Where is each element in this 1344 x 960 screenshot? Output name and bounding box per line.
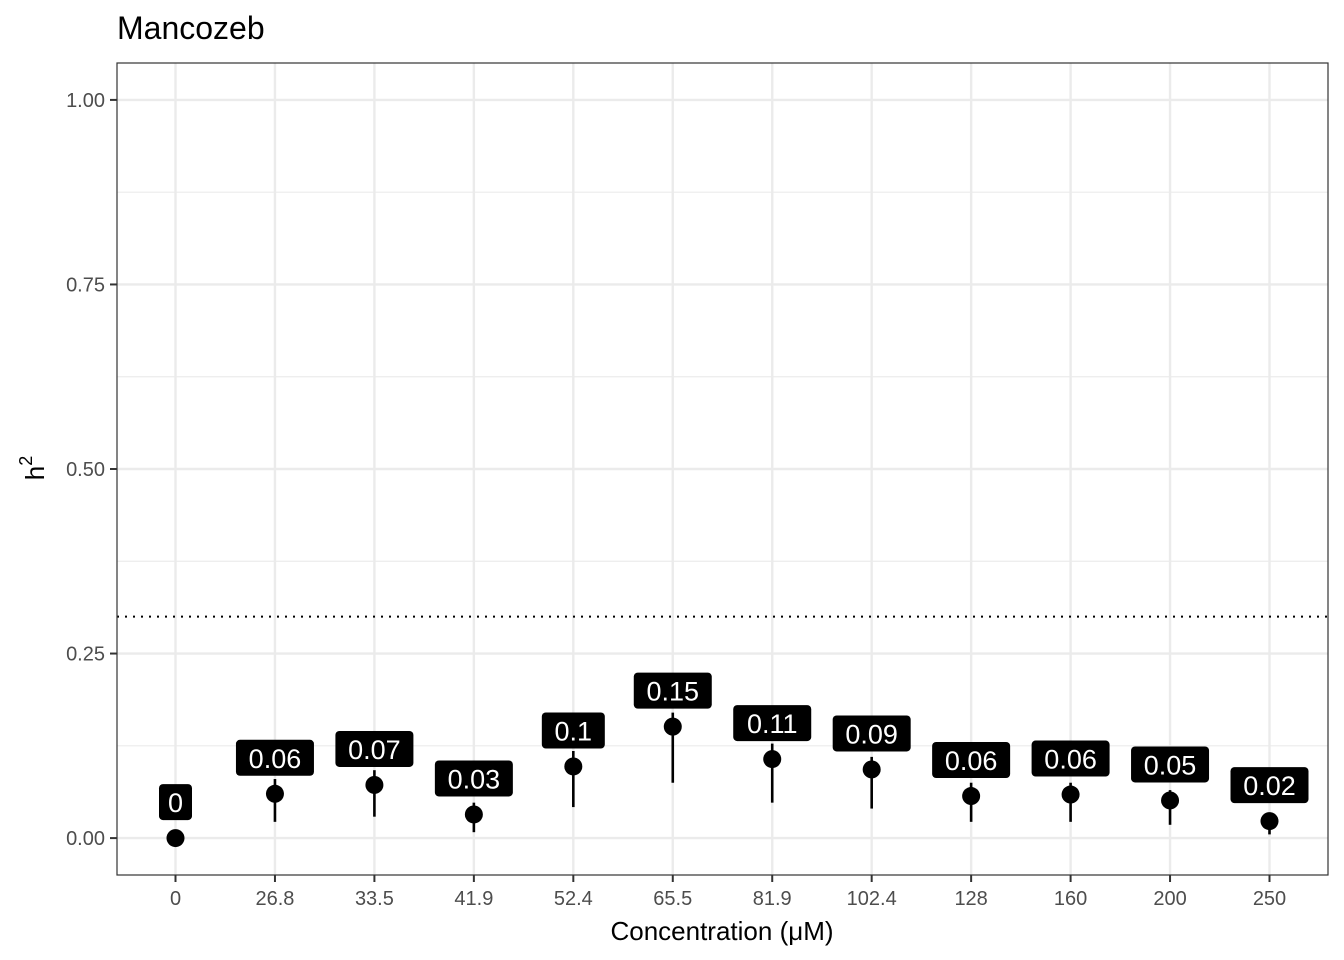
- data-label: 0.09: [832, 715, 911, 752]
- data-label-box: [1230, 767, 1309, 804]
- data-label: 0.06: [1031, 740, 1110, 777]
- data-label-box: [541, 712, 605, 749]
- x-tick-label: 26.8: [255, 888, 294, 910]
- x-tick-label: 33.5: [355, 888, 394, 910]
- data-label-text: 0.09: [845, 719, 898, 749]
- data-point: [564, 757, 583, 776]
- data-label-box: [932, 742, 1011, 779]
- data-label-box: [633, 672, 712, 709]
- data-label-text: 0.1: [555, 716, 593, 746]
- data-label-text: 0.06: [249, 744, 302, 774]
- x-tick-label: 41.9: [454, 888, 493, 910]
- data-point: [663, 717, 682, 736]
- data-label-box: [1031, 740, 1110, 777]
- data-label: 0.03: [434, 760, 513, 797]
- x-tick-label: 102.4: [847, 888, 897, 910]
- data-label-text: 0.07: [348, 735, 401, 765]
- marks-layer: 0 0.06 0.07 0.03 0.1 0.15 0.11 0.09 0.06 0.06 0.05…: [159, 672, 1309, 848]
- data-point: [1161, 791, 1180, 810]
- y-axis-label-superscript: 2: [16, 456, 36, 466]
- y-tick-label: 0.25: [66, 644, 105, 666]
- data-point: [1061, 785, 1080, 804]
- data-label-text: 0.03: [448, 764, 501, 794]
- data-point: [1260, 812, 1279, 831]
- data-label: 0.15: [633, 672, 712, 709]
- chart-title: Mancozeb: [117, 10, 265, 46]
- x-tick-label: 0: [170, 888, 181, 910]
- x-tick-label: 200: [1153, 888, 1186, 910]
- data-label-text: 0.15: [646, 677, 699, 707]
- svg-text:h2: h2: [16, 456, 50, 480]
- data-point: [464, 805, 483, 824]
- data-label: 0.06: [932, 742, 1011, 779]
- y-tick-label: 0.00: [66, 828, 105, 850]
- data-point: [962, 787, 981, 806]
- data-label-box: [335, 730, 414, 767]
- x-tick-label: 250: [1253, 888, 1286, 910]
- data-label-text: 0.05: [1144, 750, 1197, 780]
- y-axis-label-main: h: [20, 466, 50, 480]
- data-point: [265, 784, 284, 803]
- data-point: [862, 760, 881, 779]
- x-axis-label: Concentration (μM): [610, 916, 833, 946]
- data-label-text: 0.11: [747, 709, 798, 739]
- data-label: 0.07: [335, 730, 414, 767]
- data-label: 0: [159, 784, 192, 821]
- data-label-text: 0: [168, 788, 183, 818]
- data-label-box: [434, 760, 513, 797]
- data-label-box: [159, 784, 192, 821]
- data-label: 0.02: [1230, 767, 1309, 804]
- data-point: [166, 829, 185, 848]
- data-label-box: [235, 739, 314, 776]
- y-tick-label: 0.50: [66, 459, 105, 481]
- data-label: 0.1: [541, 712, 605, 749]
- x-tick-label: 81.9: [753, 888, 792, 910]
- x-tick-label: 65.5: [653, 888, 692, 910]
- data-label-text: 0.02: [1243, 771, 1296, 801]
- y-tick-label: 0.75: [66, 274, 105, 296]
- data-point: [365, 775, 384, 794]
- data-label-box: [1131, 746, 1210, 783]
- data-label-box: [832, 715, 911, 752]
- data-label-text: 0.06: [945, 746, 998, 776]
- data-label-box: [733, 705, 812, 742]
- x-tick-label: 52.4: [554, 888, 593, 910]
- data-label: 0.06: [235, 739, 314, 776]
- y-tick-label: 1.00: [66, 90, 105, 112]
- axes-layer: 0.00 0.25 0.50 0.75 1.00 0 26.8 33.5 41.9 52.4 65.…: [66, 90, 1286, 910]
- data-point: [763, 750, 782, 769]
- data-label-text: 0.06: [1044, 745, 1097, 775]
- x-tick-label: 160: [1054, 888, 1087, 910]
- x-tick-label: 128: [954, 888, 987, 910]
- y-axis-label: h2: [16, 456, 50, 480]
- data-label: 0.11: [733, 705, 812, 742]
- data-label: 0.05: [1131, 746, 1210, 783]
